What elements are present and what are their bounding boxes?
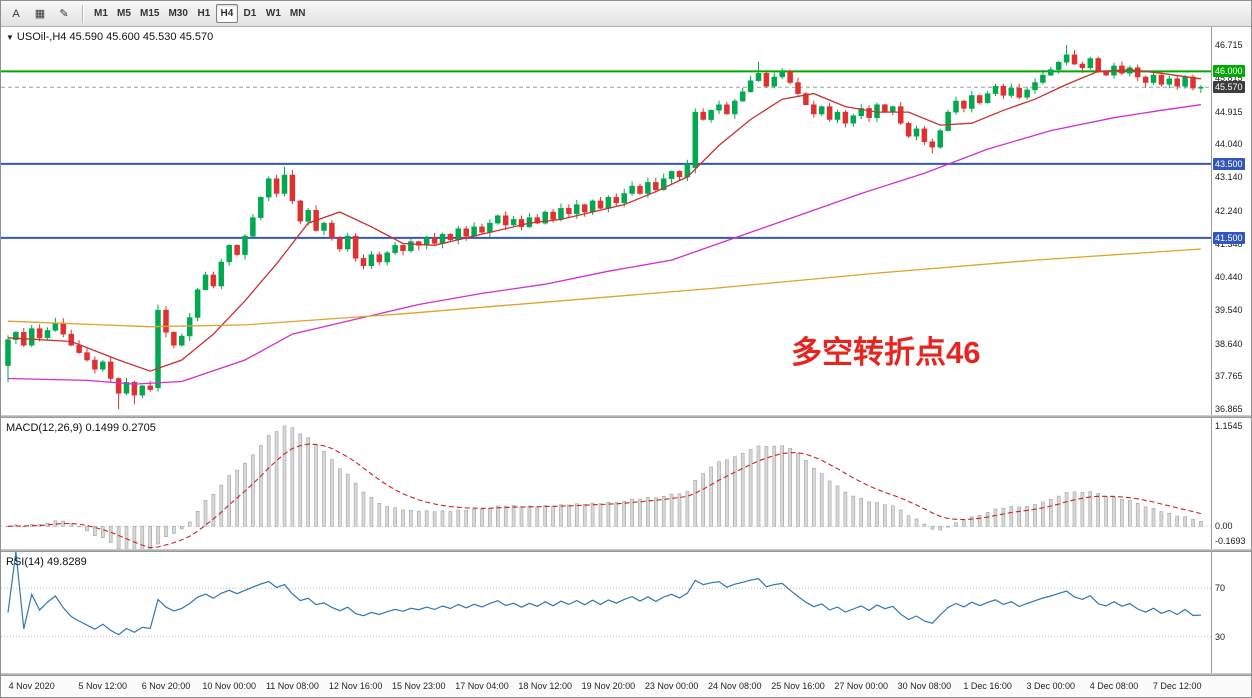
price-axis-label: 38.640: [1215, 338, 1243, 349]
time-axis-label: 4 Dec 08:00: [1089, 681, 1139, 691]
time-axis-label: 19 Nov 20:00: [581, 681, 636, 691]
price-axis[interactable]: 46.71545.81544.91544.04043.14042.24041.3…: [1211, 27, 1251, 415]
toolbar-separator: [82, 4, 83, 23]
time-axis-label: 23 Nov 00:00: [644, 681, 699, 691]
time-axis-label: 5 Nov 12:00: [78, 681, 128, 691]
macd-title: MACD(12,26,9) 0.1499 0.2705: [6, 422, 156, 434]
time-axis-label: 30 Nov 08:00: [897, 681, 952, 691]
objects-tool-button[interactable]: ✎: [59, 8, 69, 20]
time-axis-label: 1 Dec 16:00: [963, 681, 1012, 691]
cursor-tool-button[interactable]: A: [12, 7, 20, 20]
price-axis-label: 45.815: [1215, 73, 1243, 84]
time-axis-label: 10 Nov 00:00: [202, 681, 256, 691]
macd-axis-label: 1.1545: [1215, 421, 1243, 431]
rsi-axis[interactable]: 70 30: [1211, 552, 1251, 673]
annotation-text: 多空转折点46: [791, 335, 981, 370]
time-axis-label: 11 Nov 08:00: [265, 681, 319, 691]
macd-axis-label: -0.1693: [1215, 536, 1246, 546]
timeframe-d1-button[interactable]: D1: [243, 8, 257, 19]
template-tool-button[interactable]: ▦: [34, 8, 46, 20]
price-axis-label: 42.240: [1215, 205, 1243, 216]
rsi-title: RSI(14) 49.8289: [6, 556, 87, 568]
price-axis-label: 36.865: [1215, 404, 1243, 415]
symbol-dropdown-icon[interactable]: ▼: [6, 33, 14, 42]
panel-divider[interactable]: [1, 415, 1251, 418]
time-axis-label: 24 Nov 08:00: [708, 681, 762, 691]
timeframe-m5-button[interactable]: M5: [117, 8, 131, 19]
price-axis-label: 44.915: [1215, 106, 1243, 117]
timeframe-m1-button[interactable]: M1: [94, 8, 108, 19]
timeframe-w1-button[interactable]: W1: [265, 8, 281, 19]
rsi-axis-label: 30: [1215, 631, 1226, 642]
chart-title: ▼ USOil-,H4 45.590 45.600 45.530 45.570: [6, 31, 213, 43]
macd-axis[interactable]: 1.1545 0.00 -0.1693: [1211, 418, 1251, 549]
symbol-ohlc-label: USOil-,H4 45.590 45.600 45.530 45.570: [16, 31, 214, 43]
rsi-axis-label: 70: [1215, 583, 1226, 594]
time-axis-label: 6 Nov 20:00: [141, 681, 191, 691]
time-axis-label: 7 Dec 12:00: [1152, 681, 1202, 691]
timeframe-mn-button[interactable]: MN: [289, 8, 306, 19]
time-axis-label: 17 Nov 04:00: [455, 681, 509, 691]
price-level-tag: 46.000: [1213, 65, 1245, 78]
timeframe-h4-button[interactable]: H4: [215, 4, 238, 23]
time-axis-label: 12 Nov 16:00: [328, 681, 383, 691]
timeframe-button-group: M1 M5 M15 M30 H1 H4 D1 W1 MN: [90, 4, 309, 23]
timeframe-m30-button[interactable]: M30: [168, 8, 188, 19]
price-axis-label: 37.765: [1215, 371, 1243, 382]
time-axis-label: 15 Nov 23:00: [392, 681, 446, 691]
rsi-plot[interactable]: [1, 552, 1211, 673]
toolbar: A ▦ ✎ M1 M5 M15 M30 H1 H4 D1 W1 MN: [1, 1, 1251, 27]
time-axis-label: 25 Nov 16:00: [771, 681, 825, 691]
time-axis-label: 18 Nov 12:00: [518, 681, 572, 691]
price-axis-label: 44.040: [1215, 138, 1243, 149]
time-axis-label: 3 Dec 00:00: [1026, 681, 1076, 691]
macd-plot[interactable]: [1, 418, 1211, 549]
price-level-tag: 43.500: [1213, 157, 1245, 170]
price-axis-label: 40.440: [1215, 272, 1243, 283]
time-axis-label: 4 Nov 2020: [8, 681, 55, 691]
panel-divider[interactable]: [1, 673, 1251, 676]
timeframe-h1-button[interactable]: H1: [197, 8, 211, 19]
price-axis-label: 43.140: [1215, 172, 1243, 183]
price-plot[interactable]: [1, 27, 1211, 415]
time-axis-label: 27 Nov 00:00: [834, 681, 888, 691]
panel-divider[interactable]: [1, 549, 1251, 552]
rsi-panel: RSI(14) 49.8289 70 30: [1, 552, 1251, 673]
timeframe-m15-button[interactable]: M15: [140, 8, 160, 19]
price-axis-label: 46.715: [1215, 39, 1243, 50]
time-axis[interactable]: 4 Nov 2020 5 Nov 12:00 6 Nov 20:00 10 Nov 0…: [1, 676, 1251, 697]
macd-axis-label: 0.00: [1215, 521, 1233, 532]
price-panel: ▼ USOil-,H4 45.590 45.600 45.530 45.570 多…: [1, 27, 1251, 415]
price-level-tag: 41.500: [1213, 231, 1245, 244]
macd-panel: MACD(12,26,9) 0.1499 0.2705 1.1545 0.00 -0…: [1, 418, 1251, 549]
price-axis-label: 39.540: [1215, 305, 1243, 316]
tool-button-group: A ▦ ✎: [5, 4, 75, 23]
current-price-tag: 45.570: [1213, 81, 1245, 94]
